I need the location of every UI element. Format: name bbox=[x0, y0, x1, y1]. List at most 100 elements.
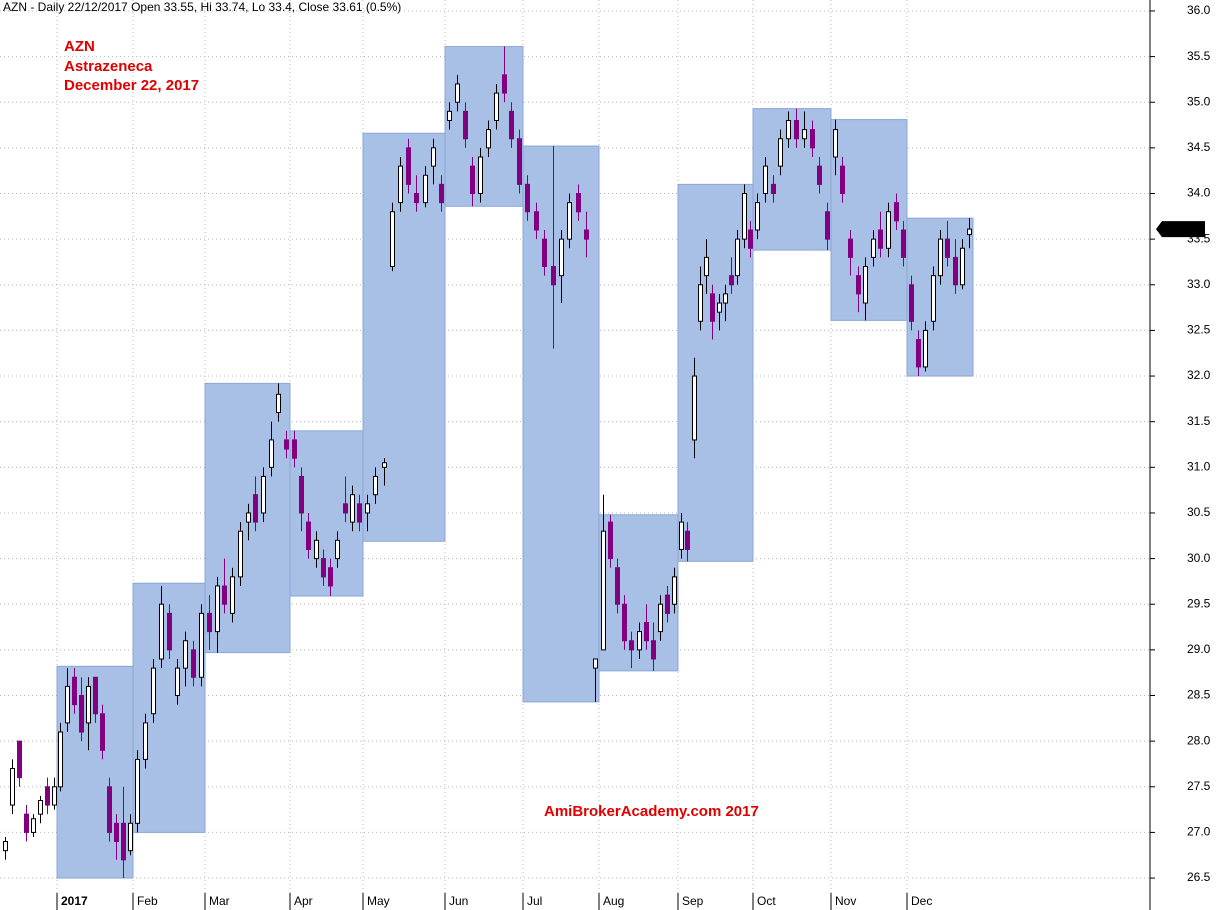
candle-body bbox=[350, 494, 355, 523]
candle-body bbox=[246, 512, 251, 523]
candle-body bbox=[431, 147, 436, 167]
x-tick-label: Dec bbox=[911, 894, 932, 908]
candle-body bbox=[810, 129, 815, 149]
candle-body bbox=[167, 612, 172, 651]
candle-body bbox=[65, 685, 70, 724]
candle-body bbox=[651, 640, 656, 660]
candle-body bbox=[960, 247, 965, 286]
candle-body bbox=[439, 183, 444, 204]
candle-body bbox=[817, 165, 822, 185]
candle-body bbox=[284, 439, 289, 450]
y-tick-label: 32.5 bbox=[1187, 323, 1211, 337]
header: AZN - Daily 22/12/2017 Open 33.55, Hi 33… bbox=[3, 0, 401, 14]
candle-body bbox=[72, 676, 77, 706]
month-range-box bbox=[362, 132, 446, 542]
candle-body bbox=[871, 238, 876, 258]
candle-body bbox=[143, 722, 148, 760]
candle-body bbox=[945, 238, 950, 258]
x-tick-label: Nov bbox=[835, 894, 856, 908]
candle-body bbox=[398, 165, 403, 204]
y-tick-label: 29.0 bbox=[1187, 642, 1211, 656]
candle-body bbox=[833, 129, 838, 158]
candle-body bbox=[953, 256, 958, 286]
candle-body bbox=[24, 813, 29, 833]
candle-body bbox=[771, 183, 776, 195]
x-tick-label: Aug bbox=[603, 894, 624, 908]
candle-body bbox=[175, 667, 180, 697]
candle-body bbox=[45, 786, 50, 806]
candle-body bbox=[486, 129, 491, 149]
candle-body bbox=[658, 603, 663, 633]
candle-body bbox=[321, 558, 326, 578]
candle-body bbox=[551, 266, 556, 286]
candle-body bbox=[306, 521, 311, 550]
y-tick-label: 32.0 bbox=[1187, 368, 1211, 382]
candle-body bbox=[559, 238, 564, 277]
y-tick-label: 34.0 bbox=[1187, 186, 1211, 200]
candle-body bbox=[742, 193, 747, 240]
candle-body bbox=[802, 129, 807, 140]
candle-body bbox=[723, 293, 728, 304]
candle-body bbox=[3, 841, 8, 852]
candle-body bbox=[567, 202, 572, 240]
candle-body bbox=[79, 695, 84, 733]
candle-body bbox=[622, 603, 627, 642]
candle-body bbox=[128, 822, 133, 852]
candle-body bbox=[848, 238, 853, 258]
candle-body bbox=[159, 603, 164, 660]
candle-body bbox=[121, 822, 126, 861]
y-tick-label: 31.0 bbox=[1187, 459, 1211, 473]
y-tick-label: 30.5 bbox=[1187, 505, 1211, 519]
candle-body bbox=[357, 503, 362, 523]
candle-body bbox=[894, 202, 899, 222]
candle-body bbox=[86, 685, 91, 724]
candle-body bbox=[704, 256, 709, 277]
candle-body bbox=[114, 822, 119, 843]
candle-body bbox=[509, 110, 514, 140]
candle-body bbox=[584, 229, 589, 240]
candle-body bbox=[931, 275, 936, 322]
candle-body bbox=[135, 758, 140, 824]
candle-body bbox=[10, 768, 15, 806]
candle-body bbox=[840, 165, 845, 195]
candle-body bbox=[423, 174, 428, 204]
candle-body bbox=[382, 462, 387, 468]
candle-body bbox=[343, 503, 348, 514]
candle-body bbox=[299, 475, 304, 514]
candle-body bbox=[786, 119, 791, 140]
candle-body bbox=[698, 284, 703, 322]
candle-body bbox=[576, 193, 581, 213]
candle-body bbox=[447, 110, 452, 121]
candle-body bbox=[685, 530, 690, 550]
candle-body bbox=[608, 521, 613, 560]
candle-body bbox=[644, 621, 649, 642]
candle-body bbox=[414, 193, 419, 204]
candle-body bbox=[215, 585, 220, 633]
candle-body bbox=[717, 302, 722, 313]
candle-body bbox=[390, 211, 395, 268]
candle-body bbox=[463, 110, 468, 140]
candle-body bbox=[365, 503, 370, 514]
candle-body bbox=[222, 585, 227, 605]
candle-body bbox=[100, 713, 105, 751]
candle-body bbox=[183, 640, 188, 669]
y-tick-label: 29.5 bbox=[1187, 596, 1211, 610]
candle-body bbox=[314, 539, 319, 560]
candle-body bbox=[916, 339, 921, 368]
candle-body bbox=[763, 165, 768, 195]
candle-body bbox=[593, 658, 598, 669]
candle-body bbox=[923, 329, 928, 368]
x-tick-label: Mar bbox=[209, 894, 230, 908]
y-tick-label: 27.0 bbox=[1187, 825, 1211, 839]
candle-body bbox=[729, 275, 734, 286]
annotation: December 22, 2017 bbox=[64, 77, 199, 94]
candle-body bbox=[253, 494, 258, 523]
month-range-box bbox=[677, 183, 754, 562]
candle-body bbox=[601, 530, 606, 651]
candle-body bbox=[207, 612, 212, 633]
last-price-tag bbox=[1156, 221, 1205, 238]
candle-body bbox=[517, 138, 522, 185]
candle-body bbox=[778, 138, 783, 167]
candle-body bbox=[276, 393, 281, 414]
candle-body bbox=[938, 238, 943, 277]
